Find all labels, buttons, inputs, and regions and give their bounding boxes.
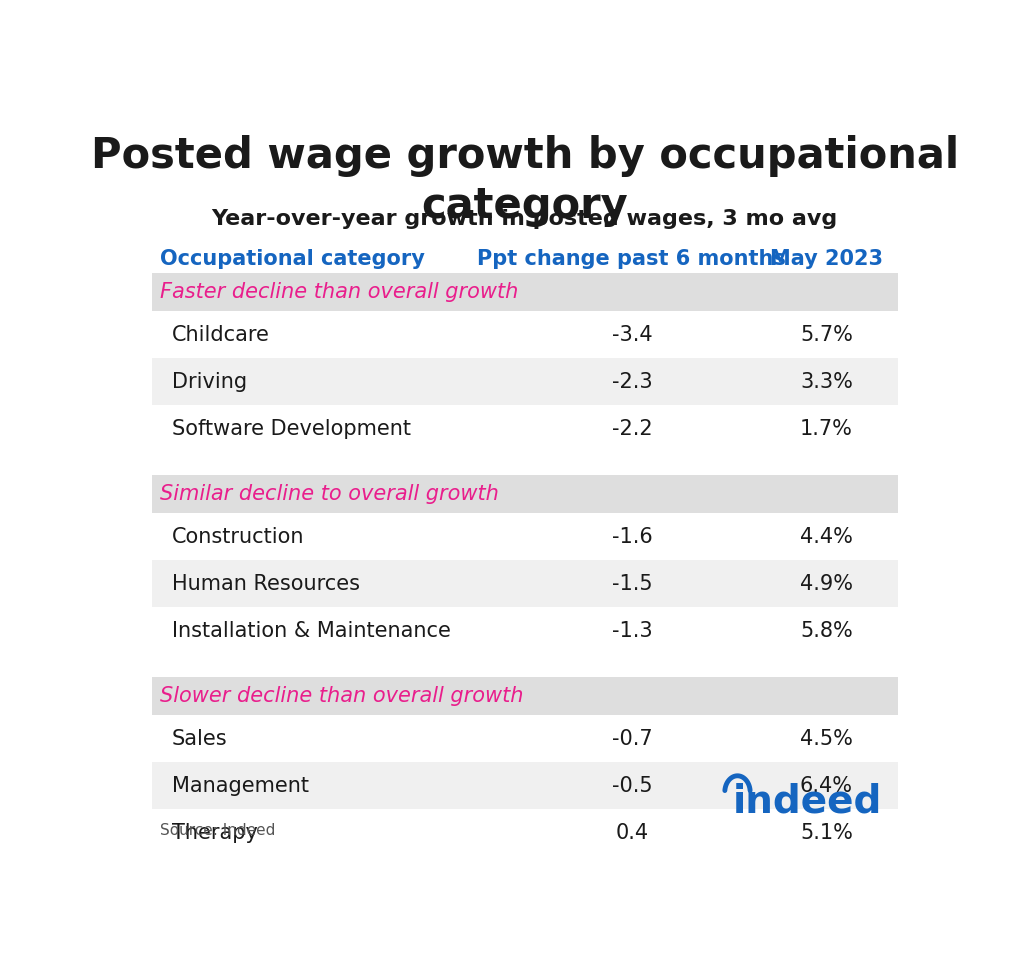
Text: Slower decline than overall growth: Slower decline than overall growth [160, 686, 523, 706]
Text: May 2023: May 2023 [770, 249, 883, 269]
FancyBboxPatch shape [152, 474, 898, 513]
Text: Ppt change past 6 months: Ppt change past 6 months [477, 249, 786, 269]
Text: 5.7%: 5.7% [800, 325, 853, 345]
Text: 4.4%: 4.4% [800, 527, 853, 547]
Text: Similar decline to overall growth: Similar decline to overall growth [160, 484, 499, 504]
FancyBboxPatch shape [152, 406, 898, 452]
FancyBboxPatch shape [152, 513, 898, 560]
Text: 4.5%: 4.5% [800, 729, 853, 749]
Text: Sales: Sales [172, 729, 227, 749]
Text: 6.4%: 6.4% [800, 776, 853, 796]
Text: 1.7%: 1.7% [800, 419, 853, 439]
Text: Posted wage growth by occupational
category: Posted wage growth by occupational categ… [91, 135, 958, 227]
FancyBboxPatch shape [152, 273, 898, 312]
FancyBboxPatch shape [152, 809, 898, 857]
Text: -3.4: -3.4 [611, 325, 652, 345]
Text: indeed: indeed [732, 782, 882, 821]
Text: Human Resources: Human Resources [172, 574, 359, 594]
Text: -1.3: -1.3 [611, 620, 652, 641]
FancyBboxPatch shape [152, 763, 898, 809]
Text: Faster decline than overall growth: Faster decline than overall growth [160, 282, 518, 302]
Text: 3.3%: 3.3% [800, 372, 853, 392]
Text: Childcare: Childcare [172, 325, 269, 345]
FancyBboxPatch shape [152, 607, 898, 654]
Text: -2.3: -2.3 [611, 372, 652, 392]
Text: -0.7: -0.7 [611, 729, 652, 749]
Text: Management: Management [172, 776, 308, 796]
Text: Source: Indeed: Source: Indeed [160, 823, 275, 837]
Text: 0.4: 0.4 [615, 823, 648, 843]
Text: 4.9%: 4.9% [800, 574, 853, 594]
FancyBboxPatch shape [152, 312, 898, 358]
FancyBboxPatch shape [152, 560, 898, 607]
Text: -1.6: -1.6 [611, 527, 652, 547]
FancyBboxPatch shape [152, 677, 898, 715]
Text: 5.8%: 5.8% [800, 620, 853, 641]
Text: -1.5: -1.5 [611, 574, 652, 594]
Text: -2.2: -2.2 [611, 419, 652, 439]
Text: Driving: Driving [172, 372, 247, 392]
FancyBboxPatch shape [152, 358, 898, 406]
Text: Software Development: Software Development [172, 419, 411, 439]
Text: Year-over-year growth in posted wages, 3 mo avg: Year-over-year growth in posted wages, 3… [212, 209, 838, 229]
Text: -0.5: -0.5 [611, 776, 652, 796]
Text: Therapy: Therapy [172, 823, 257, 843]
Text: Occupational category: Occupational category [160, 249, 425, 269]
FancyBboxPatch shape [152, 715, 898, 763]
Text: Construction: Construction [172, 527, 304, 547]
Text: Installation & Maintenance: Installation & Maintenance [172, 620, 451, 641]
Text: 5.1%: 5.1% [800, 823, 853, 843]
